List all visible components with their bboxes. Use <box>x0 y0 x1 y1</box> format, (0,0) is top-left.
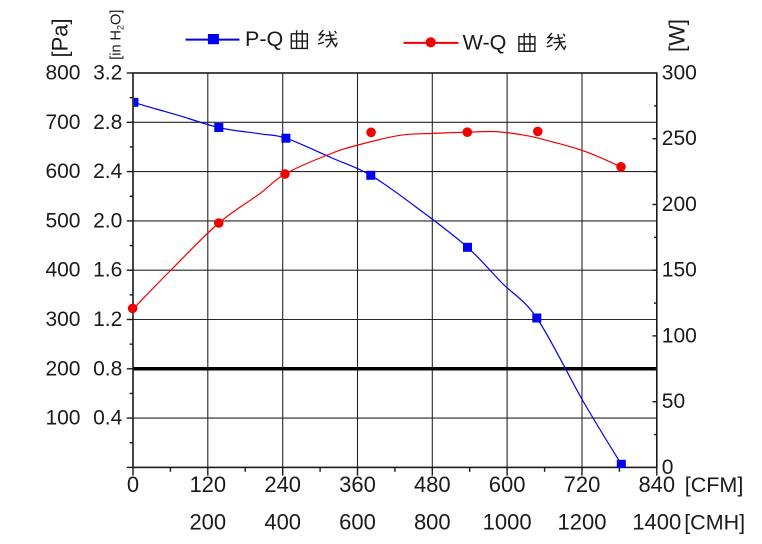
svg-text:700: 700 <box>45 111 80 134</box>
svg-text:0.8: 0.8 <box>93 357 122 380</box>
svg-text:200: 200 <box>662 193 697 216</box>
svg-text:0: 0 <box>127 472 139 497</box>
svg-text:500: 500 <box>45 209 80 232</box>
svg-text:250: 250 <box>662 127 697 150</box>
svg-text:400: 400 <box>264 509 301 534</box>
svg-text:1.2: 1.2 <box>93 308 122 331</box>
svg-text:2.4: 2.4 <box>93 160 123 183</box>
svg-text:360: 360 <box>339 472 376 497</box>
svg-text:50: 50 <box>662 390 685 413</box>
svg-text:0: 0 <box>662 456 674 479</box>
svg-text:[W]: [W] <box>665 19 690 52</box>
svg-text:[CFM]: [CFM] <box>685 473 744 497</box>
svg-text:150: 150 <box>662 259 697 282</box>
svg-text:840: 840 <box>638 472 675 497</box>
svg-text:400: 400 <box>45 259 80 282</box>
svg-text:480: 480 <box>414 472 451 497</box>
svg-text:1400: 1400 <box>632 509 681 534</box>
svg-text:1000: 1000 <box>483 509 532 534</box>
svg-text:[CMH]: [CMH] <box>684 510 745 534</box>
svg-text:600: 600 <box>45 160 80 183</box>
svg-text:200: 200 <box>45 357 80 380</box>
svg-text:2.8: 2.8 <box>93 111 122 134</box>
svg-text:P-Q: P-Q <box>245 27 283 51</box>
svg-text:240: 240 <box>264 472 301 497</box>
svg-text:100: 100 <box>662 324 697 347</box>
svg-text:720: 720 <box>564 472 601 497</box>
svg-text:100: 100 <box>45 407 80 430</box>
svg-text:300: 300 <box>45 308 80 331</box>
svg-text:120: 120 <box>189 472 226 497</box>
svg-text:600: 600 <box>489 472 526 497</box>
svg-text:2.0: 2.0 <box>93 209 122 232</box>
svg-text:1200: 1200 <box>558 509 607 534</box>
svg-text:0.4: 0.4 <box>93 407 123 430</box>
svg-text:1.6: 1.6 <box>93 259 122 282</box>
svg-text:3.2: 3.2 <box>93 62 122 85</box>
svg-text:W-Q: W-Q <box>463 31 507 55</box>
svg-text:300: 300 <box>662 62 697 85</box>
svg-text:800: 800 <box>414 509 451 534</box>
svg-text:800: 800 <box>45 62 80 85</box>
svg-text:200: 200 <box>189 509 226 534</box>
svg-text:[in H2O]: [in H2O] <box>108 10 125 60</box>
svg-text:600: 600 <box>339 509 376 534</box>
svg-text:[Pa]: [Pa] <box>48 18 73 57</box>
